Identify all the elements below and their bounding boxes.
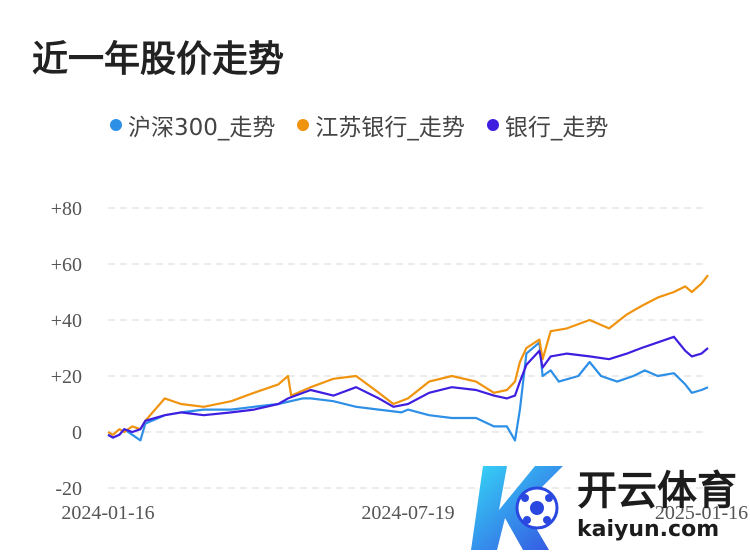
series-line-2 (107, 335, 709, 439)
chart-gridlines (108, 207, 708, 489)
x-tick-label: 2024-01-16 (61, 502, 154, 524)
legend-item-hs300[interactable]: 沪深300_走势 (110, 108, 275, 142)
y-tick-label: +40 (51, 310, 82, 332)
series-line-1 (107, 274, 709, 436)
y-tick-label: +20 (51, 366, 82, 388)
legend-label: 江苏银行_走势 (315, 115, 465, 141)
watermark-brand-en: kaiyun.com (577, 517, 719, 542)
legend-label: 银行_走势 (504, 115, 609, 141)
legend-dot-icon (297, 119, 310, 131)
y-axis-ticks: -20 0 +20 +40 +60 +80 (51, 198, 82, 500)
legend-dot-icon (110, 119, 122, 131)
watermark-logo: 开云体育 kaiyun.com (471, 466, 737, 550)
watermark-brand-cn: 开云体育 (577, 468, 737, 514)
x-axis-ticks: 2024-01-16 2024-07-19 2025-01-16 (61, 502, 748, 524)
legend-item-jiangsu-bank[interactable]: 江苏银行_走势 (297, 108, 465, 142)
y-tick-label: -20 (55, 478, 82, 500)
x-tick-label: 2025-01-16 (655, 502, 748, 524)
y-tick-label: +80 (51, 198, 82, 220)
legend-label: 沪深300_走势 (128, 115, 276, 141)
legend-item-bank-sector[interactable]: 银行_走势 (486, 108, 609, 142)
y-tick-label: 0 (72, 422, 82, 444)
legend-dot-icon (486, 119, 499, 131)
chart-legend: 沪深300_走势 江苏银行_走势 银行_走势 (110, 108, 608, 142)
x-tick-label: 2024-07-19 (361, 502, 454, 524)
chart-series (107, 274, 709, 442)
y-tick-label: +60 (51, 254, 82, 276)
page-title: 近一年股价走势 (32, 39, 285, 80)
